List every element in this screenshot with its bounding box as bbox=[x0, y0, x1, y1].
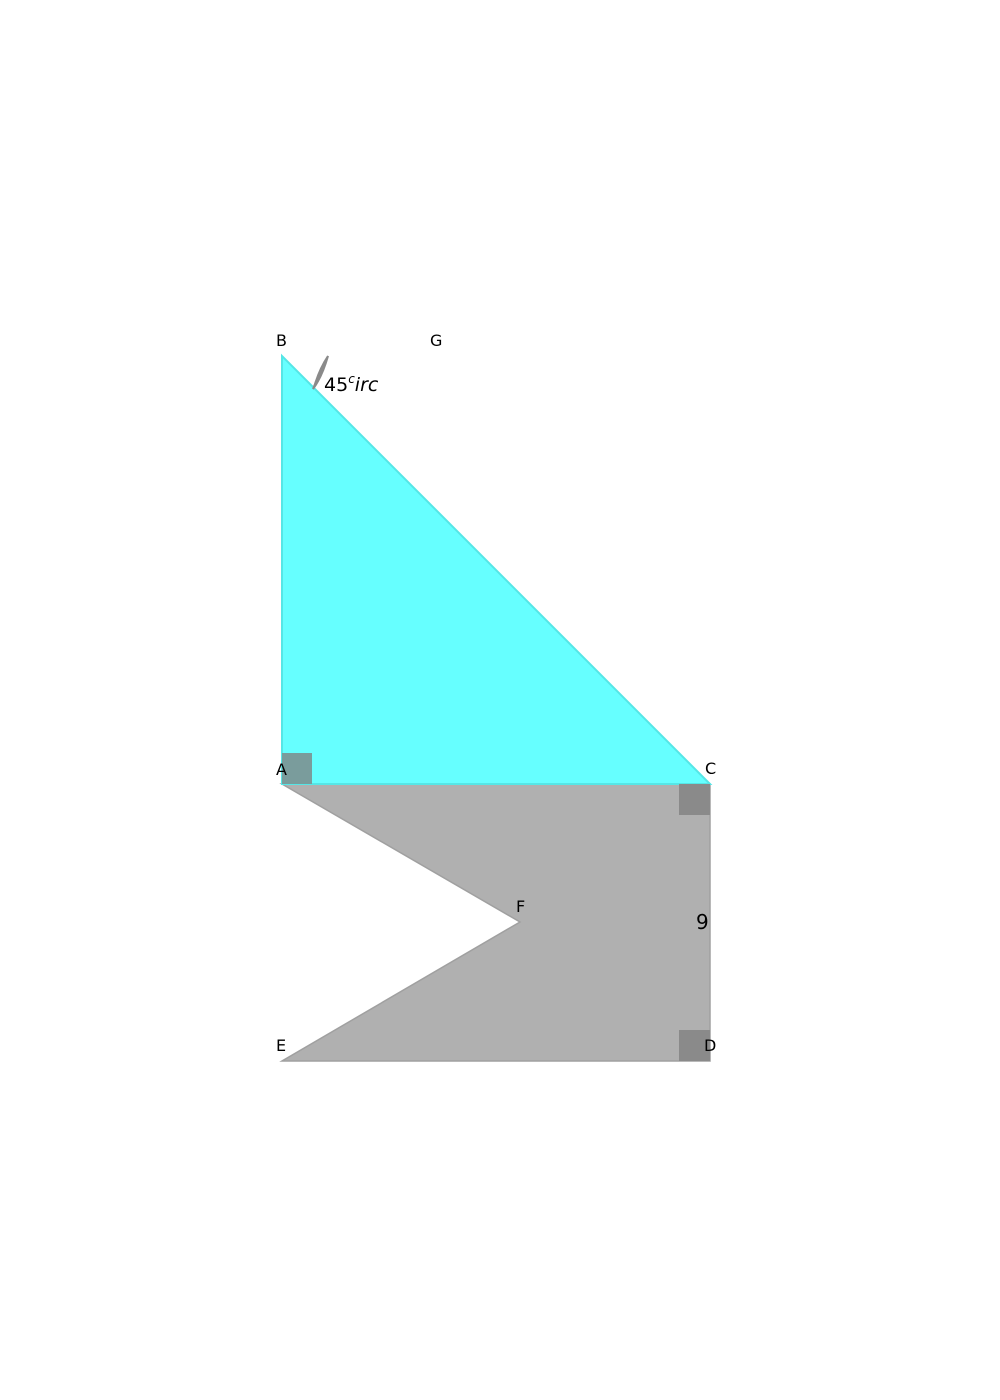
point-label-g: G bbox=[430, 331, 442, 350]
point-label-d: D bbox=[704, 1036, 716, 1055]
point-label-c: C bbox=[705, 759, 716, 778]
angle-value: 45 bbox=[324, 374, 348, 396]
right-angle-marker-d bbox=[679, 1030, 710, 1061]
point-label-a: A bbox=[276, 760, 287, 779]
angle-label-b: 45circ bbox=[324, 372, 379, 396]
angle-suffix: irc bbox=[355, 374, 379, 396]
triangle-abc bbox=[281, 353, 713, 785]
angle-superscript: c bbox=[348, 372, 355, 386]
point-label-b: B bbox=[276, 331, 287, 350]
point-label-f: F bbox=[516, 897, 525, 916]
shape-acdef bbox=[279, 783, 711, 1062]
point-label-e: E bbox=[276, 1036, 286, 1055]
side-length-cd: 9 bbox=[696, 910, 709, 934]
right-angle-marker-a bbox=[282, 753, 312, 784]
right-angle-marker-c bbox=[679, 784, 710, 815]
angle-arc-b bbox=[312, 355, 329, 390]
